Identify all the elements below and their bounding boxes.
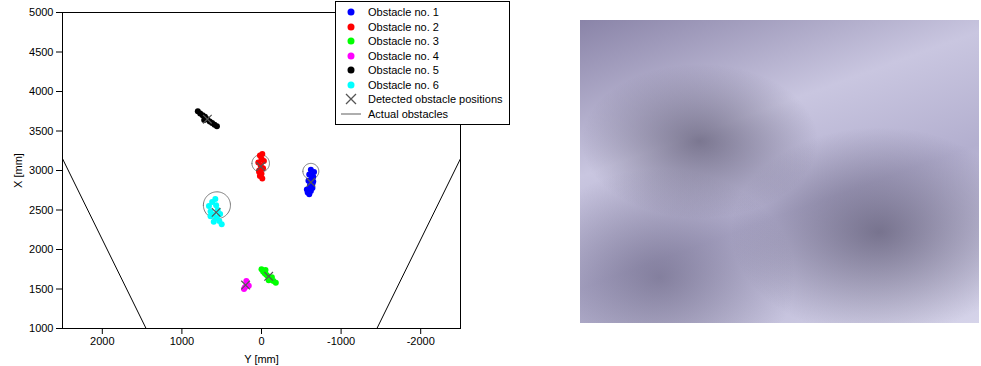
html-text:Obstacle no. 6: Obstacle no. 6 <box>368 78 439 91</box>
svg-text:5000: 5000 <box>29 6 53 18</box>
svg-text:Y [mm]: Y [mm] <box>244 353 279 365</box>
svg-text:2000: 2000 <box>90 335 114 347</box>
svg-text:4500: 4500 <box>29 46 53 58</box>
svg-text:4000: 4000 <box>29 85 53 97</box>
svg-text:-1000: -1000 <box>327 335 355 347</box>
svg-text:-2000: -2000 <box>407 335 435 347</box>
html-text:Detected obstacle positions: Detected obstacle positions <box>368 93 503 105</box>
svg-text:0: 0 <box>258 335 264 347</box>
svg-text:1000: 1000 <box>29 322 53 334</box>
svg-text:1500: 1500 <box>29 283 53 295</box>
html-text:Obstacle no. 2: Obstacle no. 2 <box>368 20 439 33</box>
svg-text:1000: 1000 <box>170 335 194 347</box>
html-text:Obstacle no. 5: Obstacle no. 5 <box>368 64 439 76</box>
svg-text:2000: 2000 <box>29 243 53 255</box>
html-text:Obstacle no. 4: Obstacle no. 4 <box>368 49 439 62</box>
svg-text:3500: 3500 <box>29 125 53 137</box>
svg-text:3000: 3000 <box>29 164 53 176</box>
svg-text:X [mm]: X [mm] <box>12 153 24 188</box>
html-text:Obstacle no. 3: Obstacle no. 3 <box>368 35 439 47</box>
html-text:Obstacle no. 1: Obstacle no. 1 <box>368 6 439 18</box>
html-text:Actual obstacles: Actual obstacles <box>368 107 449 120</box>
svg-text:2500: 2500 <box>29 204 53 216</box>
